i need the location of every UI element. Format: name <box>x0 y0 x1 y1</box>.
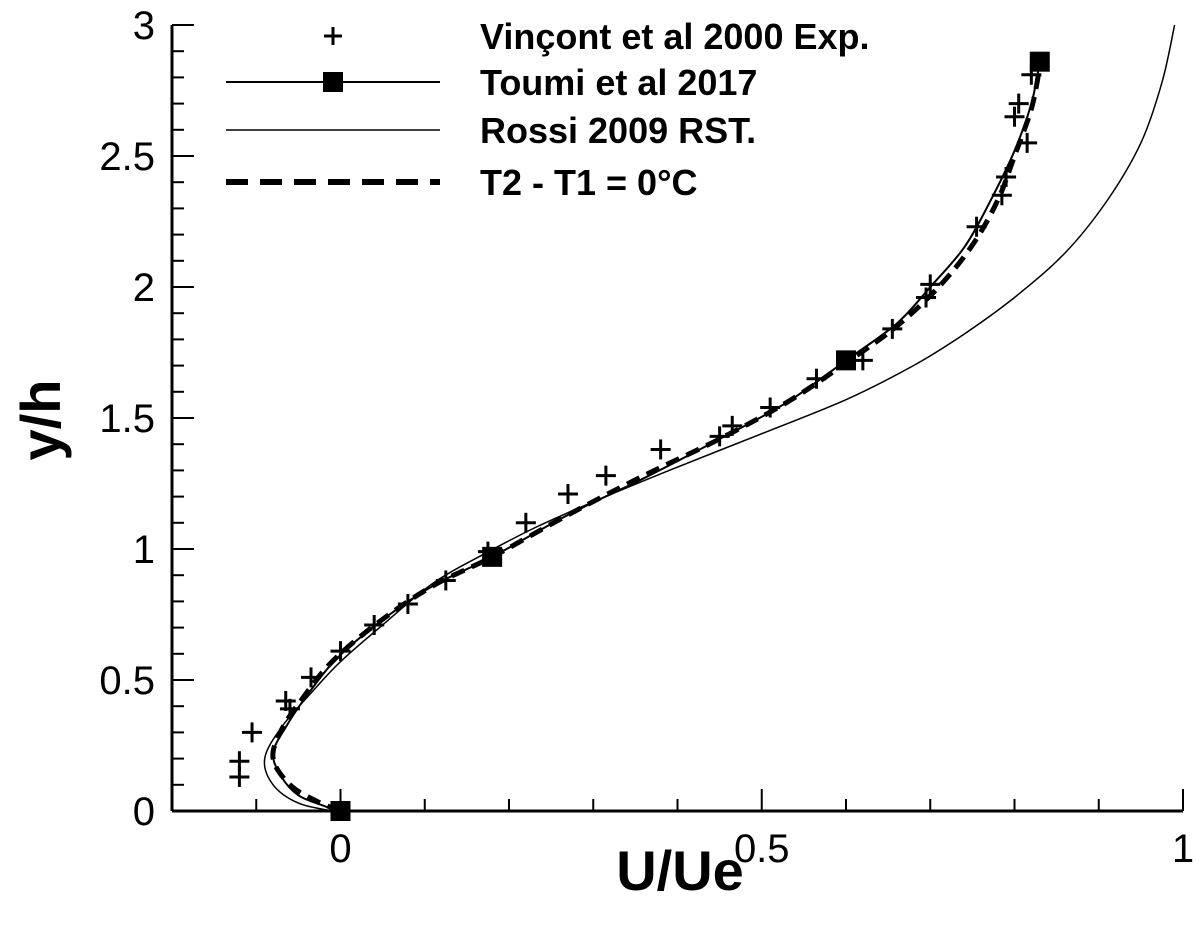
series-exp-marker <box>966 216 987 237</box>
series-exp-marker <box>722 415 743 436</box>
y-tick-label: 2 <box>133 266 155 310</box>
series-exp-marker <box>330 641 351 662</box>
series-layer <box>229 24 1176 821</box>
series-exp-marker <box>806 368 827 389</box>
series-exp-marker <box>595 465 616 486</box>
axis-tick-labels: 0 0.5 1 0 0.5 1 1.5 2 2.5 3 <box>99 4 1194 871</box>
legend-label: Vinçont et al 2000 Exp. <box>480 16 870 57</box>
legend-item: T2 - T1 = 0°C <box>226 162 697 203</box>
legend: Vinçont et al 2000 Exp. Toumi et al 2017 R… <box>226 16 870 203</box>
y-tick-label: 1 <box>133 528 155 572</box>
series-exp-marker <box>435 570 456 591</box>
series-exp-marker <box>650 439 671 460</box>
legend-label: Toumi et al 2017 <box>480 62 757 103</box>
series-exp-marker <box>760 397 781 418</box>
x-tick-label: 0.5 <box>734 827 790 871</box>
series-exp-marker <box>1017 132 1038 153</box>
series-exp-marker <box>301 667 322 688</box>
series-exp-marker <box>242 722 263 743</box>
y-tick-label: 0 <box>133 790 155 834</box>
series-exp-marker <box>709 426 730 447</box>
x-tick-label: 0 <box>329 827 351 871</box>
series-exp-marker <box>515 512 536 533</box>
y-axis-title: y/h <box>9 380 72 461</box>
legend-item: Vinçont et al 2000 Exp. <box>324 16 870 57</box>
series-exp-marker <box>557 483 578 504</box>
y-tick-label: 0.5 <box>99 659 155 703</box>
y-tick-label: 3 <box>133 4 155 48</box>
series-exp-marker <box>477 541 498 562</box>
y-tick-label: 1.5 <box>99 397 155 441</box>
legend-swatch-square <box>323 72 343 92</box>
series-exp-marker <box>1021 64 1042 85</box>
series-exp-marker <box>1008 93 1029 114</box>
legend-item: Toumi et al 2017 <box>226 62 757 103</box>
y-tick-label: 2.5 <box>99 135 155 179</box>
series-exp-marker <box>397 594 418 615</box>
series-exp-marker <box>229 751 250 772</box>
legend-label: T2 - T1 = 0°C <box>480 162 697 203</box>
legend-swatch-plus <box>324 27 342 45</box>
series-exp-marker <box>882 318 903 339</box>
series-toumi-marker <box>1029 51 1050 72</box>
legend-item: Rossi 2009 RST. <box>226 110 756 151</box>
series-exp-marker <box>916 287 937 308</box>
series-exp-marker <box>279 698 300 719</box>
series-exp-marker <box>364 614 385 635</box>
series-exp-marker <box>996 166 1017 187</box>
x-tick-label: 1 <box>1172 827 1194 871</box>
legend-label: Rossi 2009 RST. <box>480 110 756 151</box>
x-axis-title: U/Ue <box>616 839 744 902</box>
series-exp-marker <box>991 185 1012 206</box>
axis-ticks <box>171 24 1184 812</box>
series-exp-marker <box>1004 106 1025 127</box>
series-exp-marker <box>852 350 873 371</box>
series-exp-marker <box>920 274 941 295</box>
